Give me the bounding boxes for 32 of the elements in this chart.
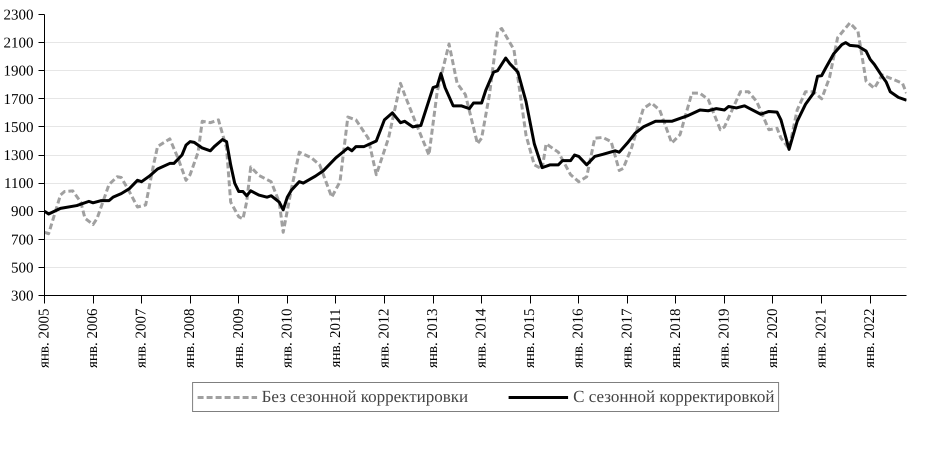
x-tick-label: янв. 2017 (619, 308, 636, 368)
y-tick-label: 1700 (4, 92, 34, 108)
x-tick-label: янв. 2010 (279, 308, 296, 368)
y-tick-label: 1300 (4, 148, 34, 164)
x-tick-label: янв. 2008 (182, 308, 198, 368)
x-tick-label: янв. 2013 (425, 308, 442, 368)
y-tick-label: 300 (11, 288, 34, 304)
y-tick-label: 900 (11, 204, 34, 220)
x-tick-label: янв. 2012 (376, 308, 392, 368)
x-tick-label: янв. 2015 (522, 308, 538, 368)
y-tick-label: 1900 (4, 64, 34, 80)
x-tick-label: янв. 2006 (85, 308, 102, 368)
line-series (44, 21, 906, 236)
x-tick-label: янв. 2018 (668, 308, 684, 368)
x-tick-label: янв. 2019 (716, 308, 732, 368)
x-tick-label: янв. 2009 (230, 308, 247, 368)
y-tick-label: 2100 (4, 36, 34, 52)
legend-label: Без сезонной корректировки (262, 387, 468, 407)
y-tick-label: 1500 (4, 120, 34, 136)
legend-label: С сезонной корректировкой (573, 387, 774, 407)
y-tick-label: 2300 (4, 8, 34, 24)
y-tick-label: 500 (11, 260, 34, 276)
y-tick-label: 1100 (4, 176, 34, 192)
x-tick-label: янв. 2007 (134, 308, 150, 368)
x-tick-label: янв. 2011 (328, 308, 344, 368)
x-tick-label: янв. 2021 (814, 308, 830, 368)
x-tick-label: янв. 2020 (764, 308, 781, 368)
x-tick-label: янв. 2005 (36, 308, 52, 368)
x-tick-label: янв. 2016 (570, 308, 587, 368)
y-tick-label: 700 (11, 232, 34, 248)
x-tick-label: янв. 2022 (862, 308, 878, 368)
x-tick-label: янв. 2014 (474, 308, 490, 368)
